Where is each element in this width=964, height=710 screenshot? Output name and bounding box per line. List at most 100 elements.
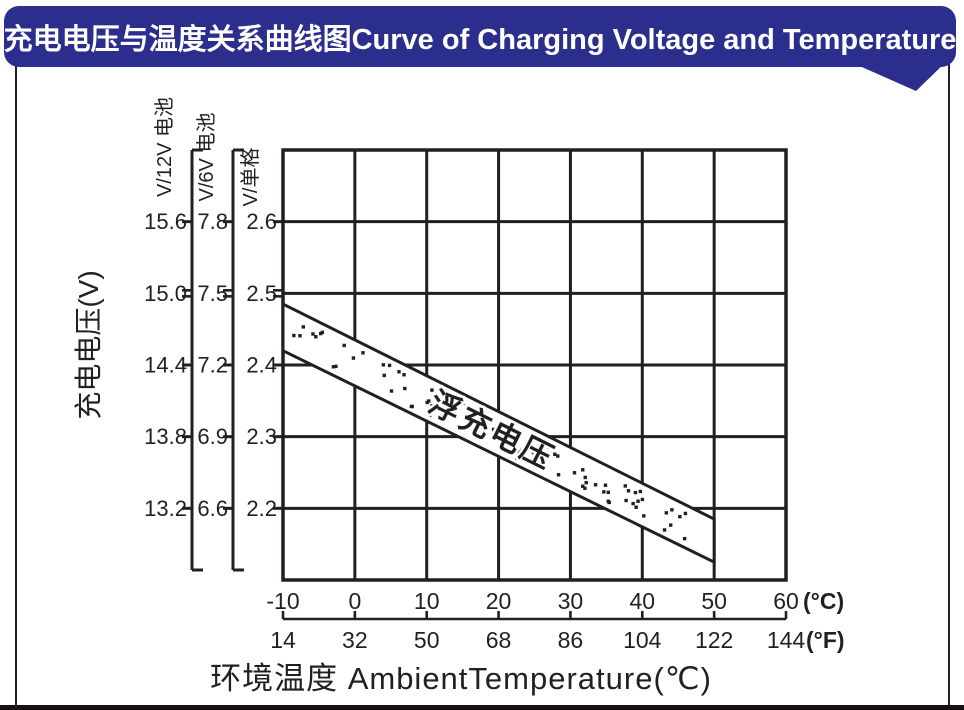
- band-dot: [402, 373, 406, 377]
- band-dot: [638, 489, 643, 494]
- band-dot: [301, 325, 306, 329]
- band-dot: [634, 505, 638, 509]
- band-dot: [602, 490, 606, 494]
- band-dot: [427, 399, 431, 403]
- band-dot: [556, 454, 560, 458]
- band-dot: [642, 514, 646, 518]
- band-dot: [624, 498, 628, 503]
- band-dot: [314, 335, 318, 339]
- band-dot: [606, 490, 611, 495]
- band-dot: [382, 373, 386, 378]
- y-axis-title: 充电电压(V): [73, 270, 104, 419]
- band-dot: [682, 536, 687, 541]
- band-dot: [515, 456, 519, 460]
- title-banner: 充电电压与温度关系曲线图Curve of Charging Voltage an…: [4, 6, 956, 67]
- x-tick-label-f: 32: [342, 627, 368, 653]
- band-dot: [532, 453, 537, 457]
- band-dot: [428, 413, 432, 417]
- x-tick-label-c: 50: [701, 588, 727, 614]
- band-dot: [623, 484, 627, 488]
- x-tick-label-c: 40: [629, 588, 655, 614]
- band-dot: [387, 363, 392, 368]
- band-dot: [631, 501, 635, 506]
- band-dot: [603, 483, 608, 487]
- x-unit-celsius: (°C): [803, 588, 844, 614]
- band-dot: [670, 508, 674, 512]
- y-tick-label: 7.2: [197, 353, 228, 378]
- y-tick-label: 13.8: [144, 424, 187, 449]
- x-tick-label-c: 30: [558, 588, 584, 614]
- banner-tail: [846, 60, 948, 91]
- band-dot: [430, 388, 434, 392]
- band-dot: [410, 404, 414, 409]
- band-dot: [483, 434, 487, 438]
- y-tick-label: 15.0: [144, 281, 187, 306]
- band-dot: [397, 370, 401, 374]
- x-tick-label-c: 20: [486, 588, 512, 614]
- band-dot: [520, 448, 524, 453]
- x-tick-label-c: 0: [348, 588, 361, 614]
- band-dot: [351, 356, 356, 360]
- y-tick-label: 2.2: [246, 496, 277, 521]
- band-dot: [430, 404, 434, 408]
- band-dot: [462, 401, 467, 405]
- band-dot: [292, 333, 296, 338]
- x-axis-title: 环境温度 AmbientTemperature(℃): [210, 661, 712, 696]
- band-dot: [606, 499, 610, 503]
- y-tick-label: 2.4: [246, 353, 277, 378]
- band-dot: [581, 484, 585, 488]
- band-dot: [662, 528, 667, 532]
- band-dot: [572, 471, 577, 475]
- band-dot: [584, 480, 588, 485]
- x-tick-label-f: 50: [414, 627, 440, 653]
- y-tick-label: 13.2: [144, 496, 187, 521]
- band-dot: [669, 523, 673, 527]
- band-dot: [581, 468, 585, 472]
- band-dot: [513, 439, 517, 443]
- band-dot: [477, 416, 481, 420]
- band-dot: [553, 452, 557, 456]
- x-tick-label-f: 104: [623, 627, 662, 653]
- band-dot: [664, 511, 669, 515]
- band-dot: [342, 343, 346, 348]
- band-dot: [389, 389, 394, 393]
- band-dot: [491, 427, 496, 432]
- x-unit-fahrenheit: (°F): [806, 627, 845, 653]
- band-dot: [583, 475, 587, 480]
- x-tick-label-f: 122: [695, 627, 733, 653]
- band-dot: [542, 458, 547, 463]
- band-dot: [633, 490, 638, 495]
- bottom-divider: [0, 705, 964, 710]
- y-tick-label: 2.6: [246, 209, 277, 234]
- y-tick-label: 2.3: [246, 424, 277, 449]
- band-dot: [683, 511, 688, 516]
- x-tick-label-f: 14: [270, 627, 296, 653]
- band-dot: [640, 497, 645, 502]
- band-dot: [516, 450, 521, 454]
- band-dot: [319, 331, 323, 336]
- y-scale-title: V/单格: [239, 148, 262, 207]
- band-dot: [506, 426, 510, 431]
- y-tick-label: 7.8: [197, 209, 228, 234]
- band-dot: [334, 364, 338, 369]
- band-dot: [440, 397, 444, 401]
- band-dot: [678, 514, 682, 519]
- band-dot: [298, 334, 302, 338]
- band-dot: [636, 499, 640, 503]
- x-tick-label-c: -10: [266, 588, 299, 614]
- y-tick-label: 7.5: [197, 281, 228, 306]
- y-tick-label: 2.5: [246, 281, 277, 306]
- y-scale-title: V/6V 电池: [195, 113, 218, 202]
- band-dot: [531, 450, 535, 454]
- x-tick-label-f: 144: [767, 627, 806, 653]
- float-voltage-band: [281, 301, 716, 565]
- band-dot: [437, 407, 442, 411]
- y-tick-label: 6.6: [197, 496, 228, 521]
- band-dot: [381, 363, 386, 367]
- y-tick-label: 6.9: [197, 424, 228, 449]
- band-dot: [507, 436, 511, 441]
- y-scale-title: V/12V 电池: [153, 97, 176, 197]
- y-tick-label: 14.4: [144, 353, 187, 378]
